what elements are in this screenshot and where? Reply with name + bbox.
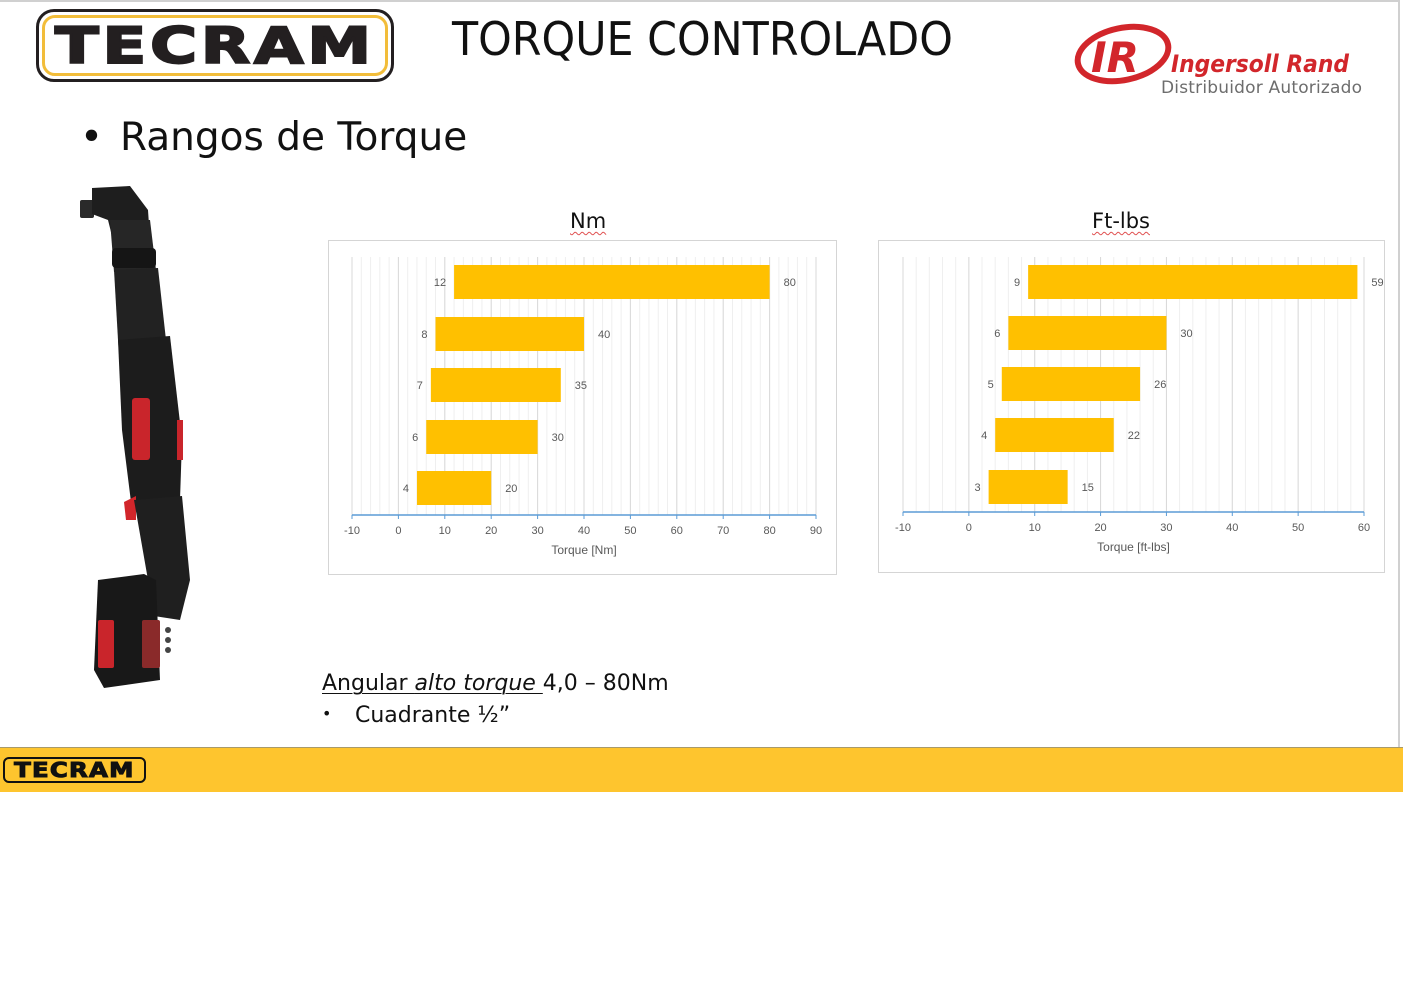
chart-ftlbs-plot: 3 15 4 22 5 26 6 30 9 59 -10 0 10 20 30 40 50 60 Torque [f… xyxy=(895,257,1384,554)
x-tick-label: 90 xyxy=(810,525,822,537)
bar xyxy=(1001,367,1141,401)
bar xyxy=(416,471,492,505)
ir-distributor-label: Distribuidor Autorizado xyxy=(1161,78,1363,98)
bar-min-label: 7 xyxy=(417,380,423,392)
x-tick-label: 20 xyxy=(485,525,497,537)
product-feature-text: Cuadrante ½” xyxy=(355,703,511,728)
bar-max-label: 15 xyxy=(1082,482,1094,494)
bar xyxy=(430,368,561,402)
bar-max-label: 22 xyxy=(1128,430,1140,442)
bar-max-label: 30 xyxy=(1180,328,1192,340)
bar-max-label: 20 xyxy=(505,483,517,495)
x-tick-label: 20 xyxy=(1094,522,1106,534)
ir-mark: IR xyxy=(1091,33,1139,82)
bullet-icon: • xyxy=(322,704,332,723)
footer-bar: TECRAM xyxy=(0,747,1403,792)
tecram-logo-text: TECRAM xyxy=(54,16,375,75)
angle-nutrunner-tool-image xyxy=(80,186,190,688)
x-tick-label: 80 xyxy=(763,525,775,537)
x-tick-label: 0 xyxy=(966,522,972,534)
ir-name: Ingersoll Rand xyxy=(1171,50,1350,78)
x-axis-title: Torque [ft-lbs] xyxy=(1097,540,1170,554)
bar-max-label: 26 xyxy=(1154,379,1166,391)
bar xyxy=(1008,316,1167,350)
chart-ftlbs: 3 15 4 22 5 26 6 30 9 59 -10 0 10 20 30 40 50 60 Torque [f… xyxy=(878,240,1385,573)
x-tick-label: 60 xyxy=(1358,522,1370,534)
x-tick-label: 40 xyxy=(578,525,590,537)
bar-min-label: 4 xyxy=(403,483,409,495)
x-tick-label: 30 xyxy=(531,525,543,537)
chart-nm: 4 20 6 30 7 35 8 40 12 80 -10 0 10 20 30 40 50 60 70 80 90 To… xyxy=(328,240,837,575)
bar-max-label: 59 xyxy=(1371,277,1383,289)
bar-min-label: 9 xyxy=(1014,277,1020,289)
chart-ftlbs-title: Ft-lbs xyxy=(1092,209,1150,233)
chart-nm-title: Nm xyxy=(570,209,607,233)
bullet-heading-text: Rangos de Torque xyxy=(120,115,468,160)
bullet-icon: • xyxy=(80,115,104,160)
x-tick-label: 70 xyxy=(717,525,729,537)
product-name: Angular xyxy=(322,671,415,696)
bar-min-label: 3 xyxy=(974,482,980,494)
x-tick-label: 30 xyxy=(1160,522,1172,534)
x-tick-label: 10 xyxy=(439,525,451,537)
x-tick-label: 50 xyxy=(1292,522,1304,534)
x-tick-label: 40 xyxy=(1226,522,1238,534)
bar xyxy=(435,317,584,351)
bar xyxy=(1028,265,1358,299)
page-title: TORQUE CONTROLADO xyxy=(452,12,953,66)
x-tick-label: 0 xyxy=(395,525,401,537)
bar-min-label: 5 xyxy=(988,379,994,391)
product-heading: Angular alto torque 4,0 – 80Nm xyxy=(322,671,669,696)
bar-min-label: 4 xyxy=(981,430,987,442)
bar-min-label: 12 xyxy=(434,277,446,289)
bar-min-label: 8 xyxy=(421,329,427,341)
bar-max-label: 40 xyxy=(598,329,610,341)
x-axis-title: Torque [Nm] xyxy=(551,543,616,557)
bar-min-label: 6 xyxy=(994,328,1000,340)
bar-max-label: 80 xyxy=(784,277,796,289)
ir-swoosh-icon xyxy=(1074,23,1172,85)
bar-max-label: 35 xyxy=(575,380,587,392)
bar xyxy=(988,470,1068,504)
bar-max-label: 30 xyxy=(552,432,564,444)
x-tick-label: 60 xyxy=(671,525,683,537)
bar xyxy=(995,418,1114,452)
product-name-italic: alto torque xyxy=(414,671,543,696)
x-tick-label: 50 xyxy=(624,525,636,537)
x-tick-label: 10 xyxy=(1029,522,1041,534)
x-tick-label: -10 xyxy=(344,525,360,537)
bullet-heading: • Rangos de Torque xyxy=(80,115,467,160)
slide: TECRAM TORQUE CONTROLADO IR Ingersoll Ra… xyxy=(0,0,1400,747)
tecram-logo: TECRAM xyxy=(36,9,394,82)
bar xyxy=(426,420,538,454)
footer-tecram-logo: TECRAM xyxy=(3,757,146,783)
footer-tecram-logo-text: TECRAM xyxy=(14,758,135,782)
chart-nm-plot: 4 20 6 30 7 35 8 40 12 80 -10 0 10 20 30 40 50 60 70 80 90 To… xyxy=(344,257,822,557)
ingersoll-rand-logo: IR Ingersoll Rand xyxy=(1074,23,1350,85)
bar-min-label: 6 xyxy=(412,432,418,444)
x-tick-label: -10 xyxy=(895,522,911,534)
product-feature: • Cuadrante ½” xyxy=(322,703,510,728)
bar xyxy=(454,265,770,299)
product-range: 4,0 – 80Nm xyxy=(542,671,669,696)
